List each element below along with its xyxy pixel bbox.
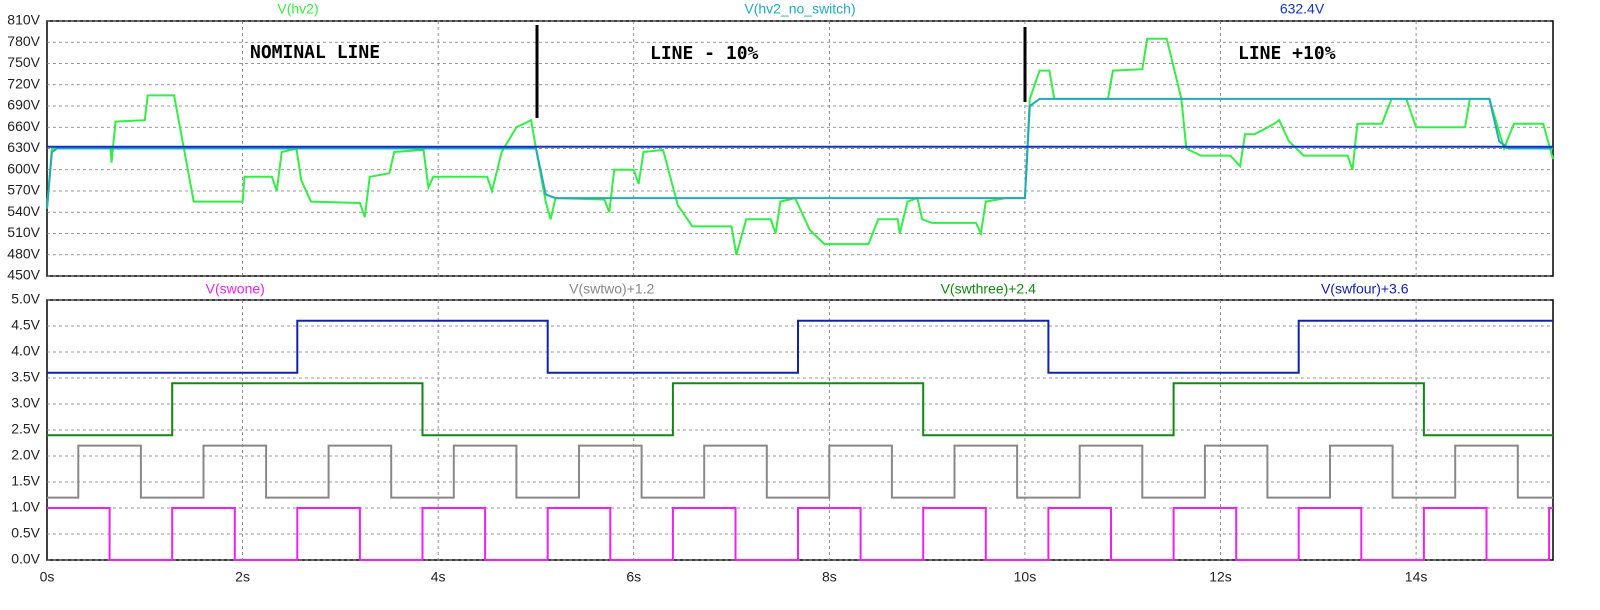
y-tick-label: 3.5V (11, 369, 40, 385)
x-tick-label: 14s (1405, 569, 1428, 585)
y-tick-label: 5.0V (11, 291, 40, 307)
series-line (47, 507, 1553, 561)
y-tick-label: 1.5V (11, 473, 40, 489)
legend-label: V(swthree)+2.4 (941, 281, 1037, 297)
y-tick-label: 450V (7, 267, 40, 283)
y-tick-label: 540V (7, 203, 40, 219)
y-tick-label: 780V (7, 33, 40, 49)
series-line (47, 444, 1553, 499)
x-tick-label: 2s (235, 569, 250, 585)
y-tick-label: 480V (7, 245, 40, 261)
y-tick-label: 690V (7, 97, 40, 113)
x-tick-label: 10s (1014, 569, 1037, 585)
y-tick-label: 630V (7, 139, 40, 155)
series-line (47, 382, 1553, 437)
x-tick-label: 0s (40, 569, 55, 585)
y-tick-label: 0.0V (11, 551, 40, 567)
annotation: LINE +10% (1238, 43, 1336, 64)
legend-label: V(hv2_no_switch) (744, 1, 855, 17)
y-tick-label: 720V (7, 75, 40, 91)
x-tick-label: 8s (822, 569, 837, 585)
series-line (46, 37, 1554, 256)
series-line (46, 97, 1553, 209)
y-tick-label: 570V (7, 182, 40, 198)
y-tick-label: 4.5V (11, 317, 40, 333)
y-tick-label: 0.5V (11, 525, 40, 541)
annotation: LINE - 10% (650, 43, 759, 64)
series-line (47, 319, 1553, 374)
annotation: NOMINAL LINE (250, 42, 380, 63)
legend-label: V(swone) (206, 281, 265, 297)
y-tick-label: 3.0V (11, 395, 40, 411)
y-tick-label: 4.0V (11, 343, 40, 359)
y-tick-label: 510V (7, 224, 40, 240)
y-tick-label: 810V (7, 12, 40, 28)
legend-label: V(swfour)+3.6 (1321, 281, 1409, 297)
y-tick-label: 1.0V (11, 499, 40, 515)
x-tick-label: 4s (431, 569, 446, 585)
y-tick-label: 600V (7, 160, 40, 176)
legend-label: 632.4V (1280, 1, 1325, 17)
legend-label: V(swtwo)+1.2 (569, 281, 654, 297)
x-tick-label: 12s (1209, 569, 1232, 585)
x-tick-label: 6s (626, 569, 641, 585)
y-tick-label: 750V (7, 54, 40, 70)
y-tick-label: 2.0V (11, 447, 40, 463)
y-tick-label: 2.5V (11, 421, 40, 437)
legend-label: V(hv2) (277, 1, 318, 17)
y-tick-label: 660V (7, 118, 40, 134)
